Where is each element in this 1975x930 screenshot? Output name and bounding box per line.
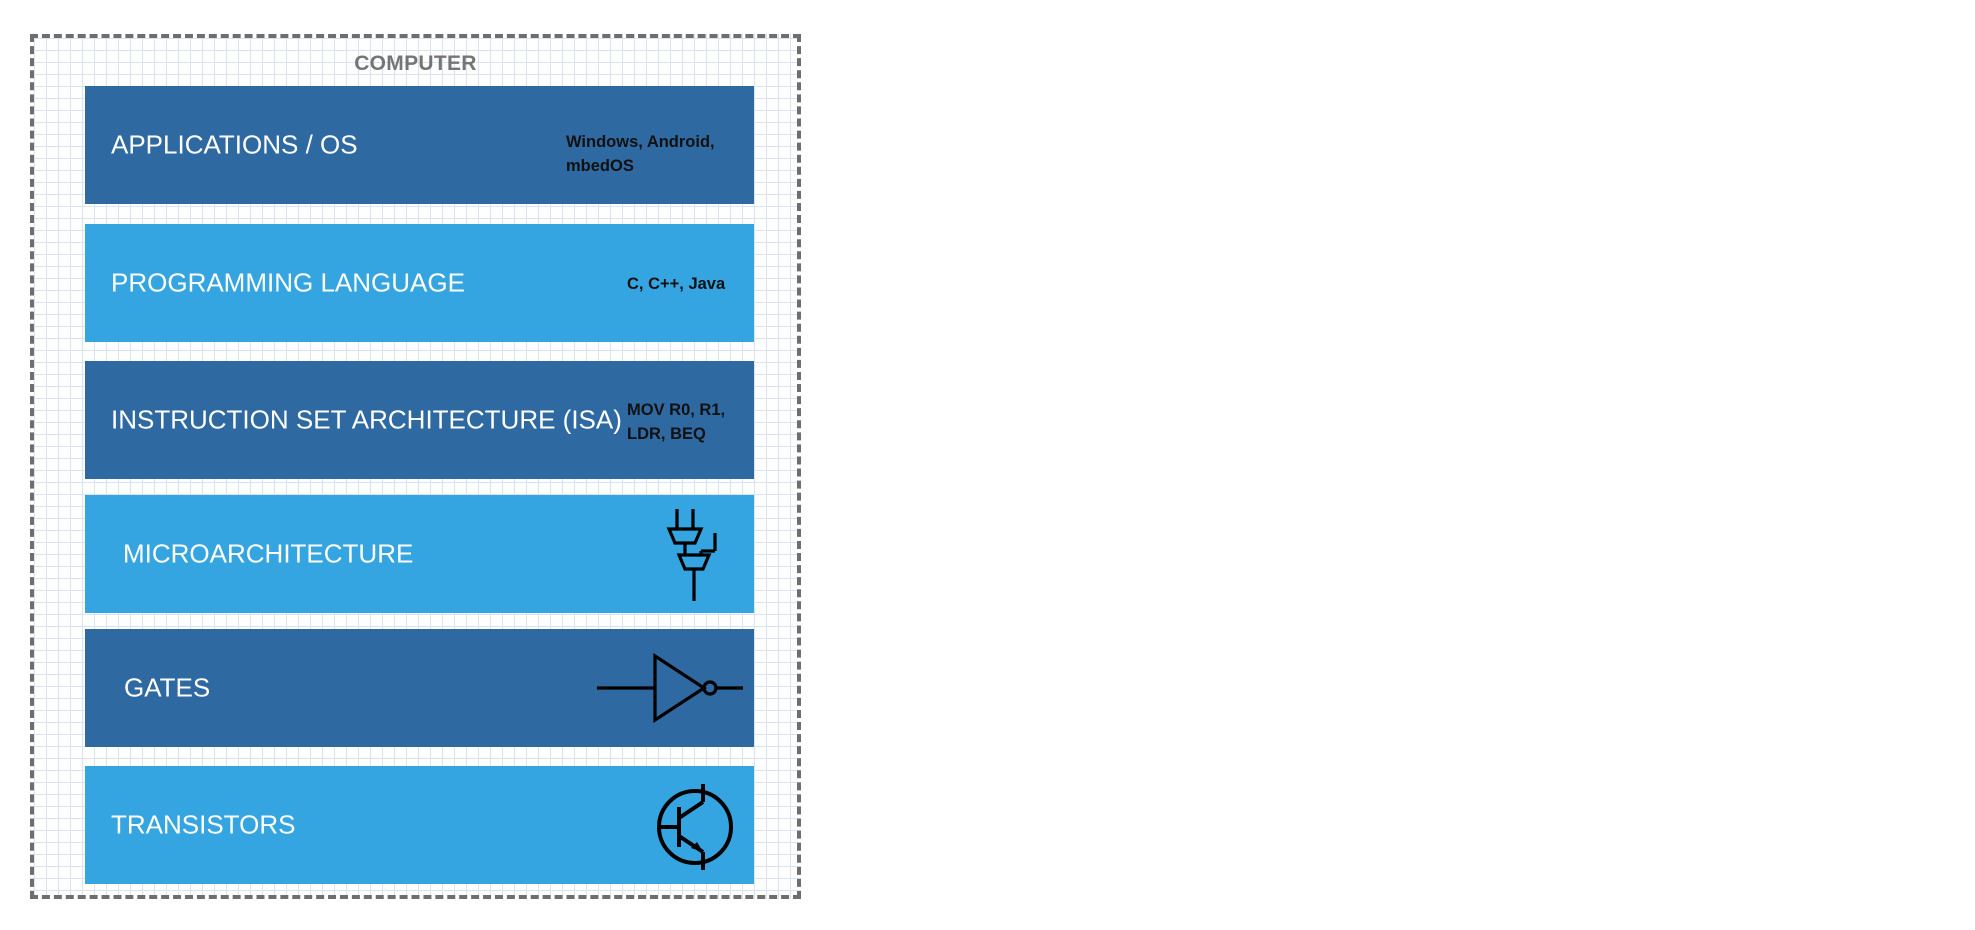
layer-name: PROGRAMMING LANGUAGE xyxy=(111,267,465,298)
diagram-title: COMPUTER xyxy=(354,52,477,75)
layer-programming-language: PROGRAMMING LANGUAGE C, C++, Java xyxy=(85,224,754,342)
multiplexer-circuit-icon xyxy=(666,509,717,601)
layer-name: APPLICATIONS / OS xyxy=(111,129,358,160)
computer-frame: COMPUTER APPLICATIONS / OS Windows, Andr… xyxy=(30,34,801,899)
layer-example: C, C++, Java xyxy=(627,275,726,293)
layer-example: Windows, Android, mbedOS xyxy=(566,133,715,175)
layer-name: GATES xyxy=(124,672,211,703)
layer-name: TRANSISTORS xyxy=(111,809,296,840)
layer-name: INSTRUCTION SET ARCHITECTURE (ISA) xyxy=(111,404,622,435)
layer-name: MICROARCHITECTURE xyxy=(123,538,414,569)
layer-gates: GATES xyxy=(85,629,754,747)
layer-microarchitecture: MICROARCHITECTURE xyxy=(85,495,754,613)
not-gate-icon xyxy=(597,653,743,723)
layer-isa: INSTRUCTION SET ARCHITECTURE (ISA) MOV R… xyxy=(85,361,754,479)
layer-example: MOV R0, R1, LDR, BEQ xyxy=(627,401,726,443)
layer-applications-os: APPLICATIONS / OS Windows, Android, mbed… xyxy=(85,86,754,204)
transistor-icon xyxy=(657,784,733,870)
layer-transistors: TRANSISTORS xyxy=(85,766,754,884)
